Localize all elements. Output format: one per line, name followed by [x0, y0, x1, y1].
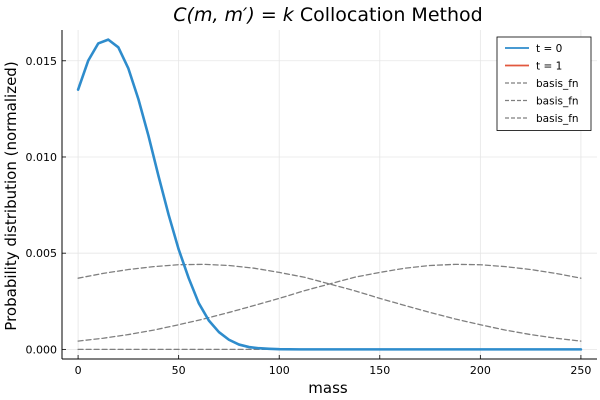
x-tick-label: 250 — [570, 364, 591, 377]
x-axis-label: mass — [308, 379, 348, 397]
legend-label: t = 0 — [536, 43, 562, 55]
series-line-2 — [77, 263, 582, 342]
x-tick-label: 200 — [470, 364, 491, 377]
x-tick-label: 150 — [369, 364, 390, 377]
y-tick-label: 0.005 — [26, 247, 58, 260]
legend-box — [496, 36, 592, 131]
legend: t = 0 t = 1 basis_fn basis_fn basis_fn — [496, 36, 592, 131]
legend-label: t = 1 — [536, 61, 562, 73]
series-line-0 — [76, 38, 583, 351]
axes — [61, 30, 597, 360]
chart-title-suffix: Collocation Method — [294, 4, 483, 26]
legend-label: basis_fn — [536, 78, 579, 90]
series-layer — [76, 38, 583, 351]
x-tick-label: 100 — [269, 364, 290, 377]
y-tick-label: 0.000 — [26, 343, 58, 356]
y-axis-label: Probability distribution (normalized) — [2, 61, 20, 330]
legend-label: basis_fn — [536, 96, 579, 108]
y-tick-label: 0.015 — [26, 55, 58, 68]
x-ticks: 0 50 100 150 200 250 — [75, 355, 591, 377]
chart-title-formula: C(m, m′) = k — [173, 4, 295, 26]
x-tick-label: 0 — [75, 364, 82, 377]
y-ticks: 0.000 0.005 0.010 0.015 — [26, 55, 66, 356]
chart-title: C(m, m′) = k Collocation Method — [173, 4, 482, 26]
legend-label: basis_fn — [536, 113, 579, 125]
y-tick-label: 0.010 — [26, 151, 58, 164]
series-line-3 — [77, 263, 582, 342]
x-tick-label: 50 — [172, 364, 186, 377]
